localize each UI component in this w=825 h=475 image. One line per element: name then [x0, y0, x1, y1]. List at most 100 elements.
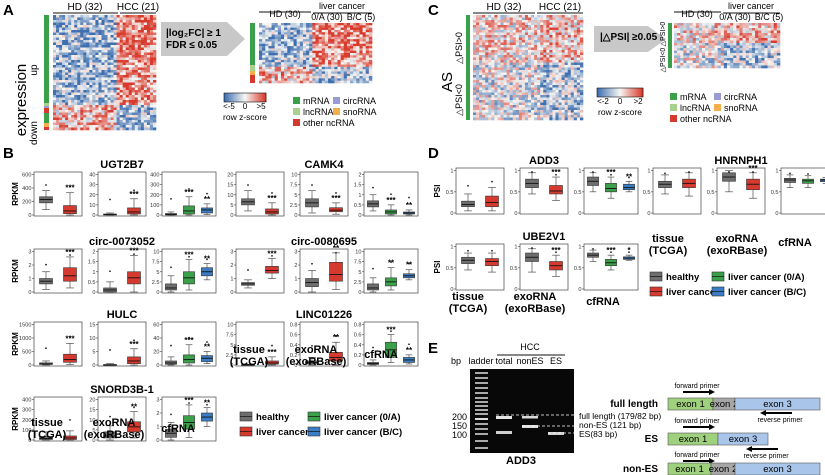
heatmap-cell	[59, 75, 63, 78]
heatmap-cell	[119, 22, 123, 26]
heatmap-cell	[497, 117, 501, 121]
heatmap-cell	[134, 67, 139, 71]
heatmap-cell	[708, 53, 712, 56]
heatmap-cell	[534, 75, 538, 78]
heatmap-cell	[107, 27, 111, 31]
heatmap-cell	[488, 107, 492, 111]
heatmap-cell	[362, 57, 367, 61]
heatmap-cell	[509, 67, 514, 71]
heatmap-cell	[340, 64, 345, 68]
heatmap-cell	[262, 41, 266, 45]
heatmap-cell	[89, 15, 93, 18]
heatmap-cell	[343, 41, 348, 45]
heatmap-cell	[473, 95, 477, 98]
heatmap-cell	[274, 80, 279, 84]
heatmap-cell	[116, 125, 120, 128]
heatmap-cell	[312, 39, 316, 42]
heatmap-cell	[723, 45, 728, 49]
heatmap-cell	[561, 42, 565, 46]
heatmap-cell	[555, 92, 559, 96]
heatmap-cell	[119, 125, 123, 128]
heatmap-cell	[579, 17, 584, 21]
heatmap-cell	[299, 41, 304, 45]
heatmap-cell	[543, 77, 547, 81]
panel-c-heatmap	[466, 15, 584, 121]
heatmap-cell	[573, 112, 578, 116]
heatmap-cell	[695, 65, 700, 69]
heatmap-cell	[116, 45, 120, 48]
heatmap-cell	[296, 27, 301, 31]
heatmap-cell	[280, 66, 285, 70]
heatmap-cell	[306, 41, 310, 45]
heatmap-cell	[573, 90, 578, 93]
heatmap-cell	[767, 58, 771, 61]
heatmap-cell	[350, 46, 354, 49]
heatmap-cell	[567, 72, 572, 76]
heatmap-cell	[334, 27, 338, 31]
heatmap-cell	[131, 15, 136, 18]
heatmap-cell	[573, 37, 578, 41]
heatmap-cell	[83, 27, 87, 31]
heatmap-cell	[515, 110, 520, 113]
heatmap-cell	[555, 25, 559, 28]
heatmap-cell	[546, 55, 550, 58]
heatmap-cell	[764, 43, 768, 46]
heatmap-cell	[277, 41, 282, 45]
heatmap-cell	[68, 45, 72, 48]
heatmap-cell	[312, 78, 316, 81]
heatmap-cell	[274, 43, 279, 47]
heatmap-cell	[334, 23, 338, 26]
heatmap-cell	[309, 53, 313, 56]
heatmap-cell	[573, 62, 578, 66]
heatmap-cell	[509, 85, 514, 88]
heatmap-cell	[521, 105, 526, 108]
heatmap-cell	[723, 30, 728, 34]
panel-c-color-scale	[596, 87, 644, 98]
heatmap-cell	[152, 37, 157, 41]
heatmap-cell	[561, 80, 565, 83]
heatmap-cell	[503, 112, 507, 116]
heatmap-cell	[287, 23, 291, 26]
heatmap-cell	[473, 72, 477, 76]
heatmap-cell	[104, 105, 108, 108]
heatmap-cell	[107, 95, 111, 98]
heatmap-cell	[730, 58, 734, 61]
heatmap-cell	[262, 55, 266, 58]
heatmap-cell	[546, 17, 550, 21]
heatmap-cell	[745, 53, 750, 56]
heatmap-cell	[62, 75, 66, 78]
heatmap-cell	[720, 65, 725, 69]
heatmap-cell	[524, 97, 529, 101]
heatmap-cell	[122, 87, 127, 91]
heatmap-cell	[524, 30, 529, 33]
tick-label: 30	[89, 183, 95, 189]
heatmap-cell	[524, 95, 529, 98]
heatmap-cell	[359, 23, 363, 26]
heatmap-cell	[346, 23, 351, 26]
heatmap-cell	[119, 15, 123, 18]
heatmap-cell	[146, 120, 151, 123]
heatmap-cell	[318, 76, 323, 79]
heatmap-cell	[152, 40, 157, 43]
heatmap-cell	[365, 29, 370, 33]
heatmap-cell	[321, 78, 326, 81]
heatmap-cell	[573, 80, 578, 83]
heatmap-cell	[512, 37, 517, 41]
heatmap-cell	[77, 102, 81, 106]
heatmap-cell	[491, 35, 495, 38]
heatmap-cell	[494, 52, 498, 56]
heatmap-cell	[92, 85, 96, 88]
heatmap-cell	[497, 65, 501, 68]
heatmap-cell	[558, 15, 562, 18]
heatmap-cell	[500, 100, 504, 103]
heatmap-cell	[125, 112, 130, 116]
heatmap-cell	[528, 37, 532, 41]
heatmap-cell	[473, 45, 477, 48]
heatmap-cell	[107, 62, 111, 66]
heatmap-cell	[356, 48, 360, 51]
heatmap-cell	[689, 63, 694, 66]
heatmap-cell	[104, 95, 108, 98]
heatmap-cell	[89, 122, 93, 126]
heatmap-cell	[479, 40, 483, 43]
